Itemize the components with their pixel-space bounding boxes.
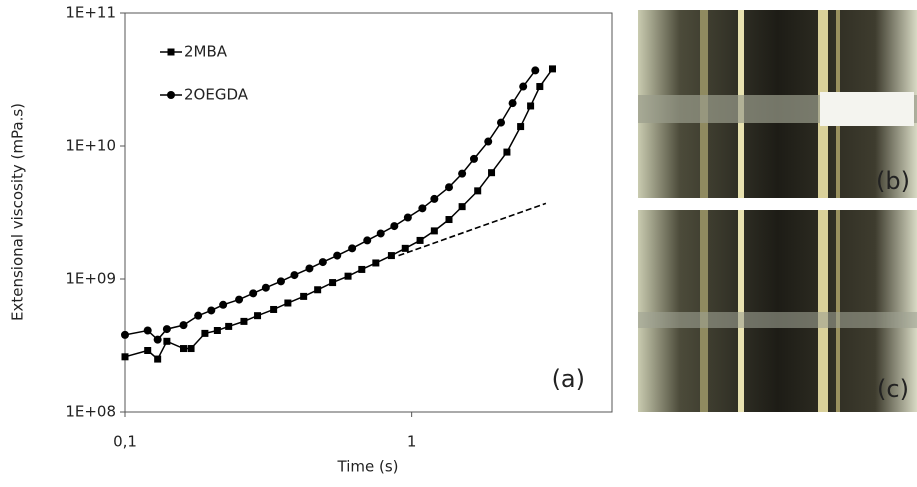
marker (314, 286, 322, 294)
marker (121, 353, 129, 361)
marker (162, 325, 171, 334)
marker (503, 148, 511, 156)
marker (531, 66, 540, 75)
marker (358, 265, 366, 273)
marker (179, 321, 188, 330)
marker (290, 271, 299, 280)
marker (249, 289, 258, 298)
photo-b: (b) (638, 10, 917, 198)
marker (121, 330, 129, 339)
marker (508, 99, 517, 108)
marker (153, 335, 162, 344)
marker (458, 169, 467, 178)
plot-frame (124, 12, 613, 413)
marker (469, 154, 478, 163)
marker (430, 194, 439, 203)
panel-label: (b) (876, 167, 910, 195)
marker (329, 279, 337, 287)
panel-annotation: (a) (552, 365, 585, 393)
marker (445, 183, 454, 192)
legend-label: 2MBA (184, 43, 228, 61)
marker (458, 203, 466, 211)
marker (430, 227, 438, 235)
marker (333, 251, 342, 260)
marker (372, 259, 380, 267)
marker (163, 337, 171, 345)
y-tick-label: 1E+09 (65, 270, 116, 288)
marker (418, 204, 427, 213)
marker (445, 216, 453, 224)
marker (474, 187, 482, 195)
marker (497, 118, 506, 127)
y-tick-label: 1E+11 (65, 4, 116, 22)
marker (536, 83, 544, 91)
y-axis-title: Extensional viscosity (mPa.s) (9, 103, 27, 321)
marker (219, 300, 228, 309)
marker (305, 264, 314, 273)
legend-marker (167, 48, 175, 56)
marker (416, 236, 424, 244)
trend-line (398, 202, 547, 257)
marker (261, 283, 270, 292)
marker (213, 326, 221, 334)
x-tick-label: 0,1 (113, 433, 137, 451)
marker (517, 123, 525, 131)
series-line (124, 68, 554, 361)
series-line (124, 69, 536, 341)
marker (300, 292, 308, 300)
y-tick-label: 1E+10 (65, 137, 116, 155)
marker (207, 306, 216, 315)
marker (376, 229, 385, 238)
marker (344, 272, 352, 280)
marker (548, 65, 556, 73)
marker (235, 295, 244, 304)
marker (154, 355, 162, 363)
marker (144, 347, 152, 355)
marker (348, 244, 357, 253)
marker (225, 322, 233, 330)
marker (387, 252, 395, 260)
marker (194, 311, 203, 320)
x-axis-title: Time (s) (337, 458, 399, 476)
marker (401, 244, 409, 252)
marker (318, 258, 327, 267)
marker (180, 345, 188, 353)
marker (363, 236, 372, 245)
marker (390, 222, 399, 231)
marker (484, 137, 493, 146)
marker (276, 277, 285, 286)
marker (403, 213, 412, 222)
panel-label: (c) (877, 375, 909, 403)
marker (240, 317, 248, 325)
marker (488, 169, 496, 177)
marker (519, 82, 528, 91)
marker (201, 329, 209, 337)
marker (270, 305, 278, 313)
legend-marker (167, 91, 175, 99)
marker (143, 326, 152, 335)
x-tick-label: 1 (407, 433, 417, 451)
y-tick-label: 1E+08 (65, 403, 116, 421)
marker (284, 299, 292, 307)
legend-label: 2OEGDA (184, 86, 249, 104)
photo-c: (c) (638, 210, 917, 412)
marker (254, 312, 262, 320)
marker (527, 102, 535, 110)
marker (187, 345, 195, 353)
